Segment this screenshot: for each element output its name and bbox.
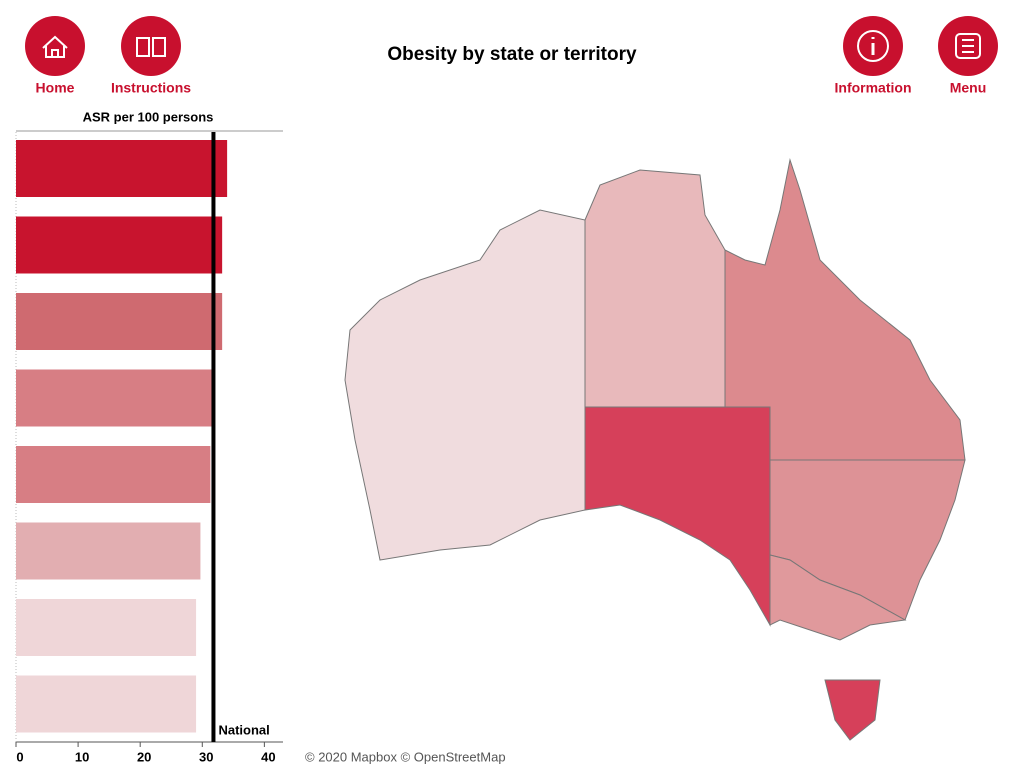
region	[584, 406, 771, 627]
region	[344, 209, 586, 561]
region	[824, 679, 881, 741]
axis-label: ASR per 100 persons	[83, 109, 214, 124]
menu-button[interactable]: Menu	[938, 16, 998, 96]
x-tick-label: 40	[261, 749, 275, 764]
bar	[16, 293, 223, 350]
x-tick-label: 10	[75, 749, 89, 764]
instructions-button[interactable]: Instructions	[111, 16, 191, 96]
x-tick-label: 20	[137, 749, 151, 764]
bar	[16, 216, 223, 274]
bar	[16, 599, 197, 656]
bar	[16, 522, 201, 580]
information-button[interactable]: Information	[835, 16, 912, 96]
nav-label[interactable]: Home	[36, 80, 75, 96]
page-title: Obesity by state or territory	[387, 44, 637, 65]
nav-label[interactable]: Information	[835, 80, 912, 96]
region	[584, 169, 726, 408]
bar	[16, 140, 228, 197]
map	[344, 158, 966, 741]
reference-label: National	[218, 722, 269, 737]
bar	[16, 369, 213, 427]
nav-label[interactable]: Instructions	[111, 80, 191, 96]
map-attribution: © 2020 Mapbox © OpenStreetMap	[305, 749, 506, 764]
x-tick-label: 0	[16, 749, 23, 764]
home-button[interactable]: Home	[25, 16, 85, 96]
bar	[16, 675, 197, 733]
x-tick-label: 30	[199, 749, 213, 764]
bar	[16, 446, 211, 503]
nav-label[interactable]: Menu	[950, 80, 987, 96]
region	[769, 554, 907, 641]
